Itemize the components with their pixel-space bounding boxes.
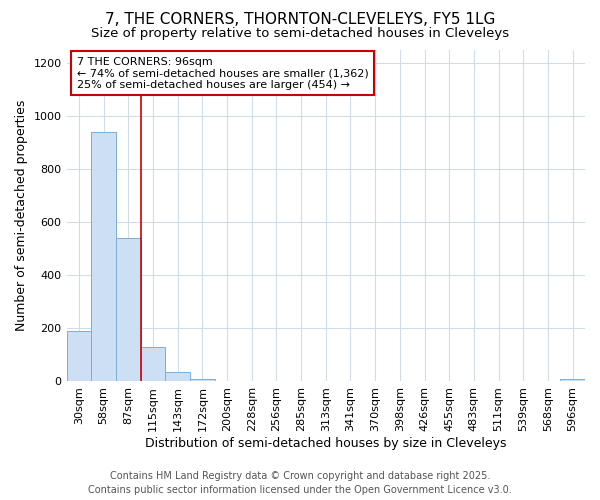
Text: 7 THE CORNERS: 96sqm
← 74% of semi-detached houses are smaller (1,362)
25% of se: 7 THE CORNERS: 96sqm ← 74% of semi-detac… <box>77 56 368 90</box>
Bar <box>190 379 215 382</box>
Text: Contains HM Land Registry data © Crown copyright and database right 2025.
Contai: Contains HM Land Registry data © Crown c… <box>88 471 512 495</box>
X-axis label: Distribution of semi-detached houses by size in Cleveleys: Distribution of semi-detached houses by … <box>145 437 506 450</box>
Bar <box>67 331 91 382</box>
Bar <box>140 347 165 382</box>
Bar <box>91 132 116 382</box>
Text: Size of property relative to semi-detached houses in Cleveleys: Size of property relative to semi-detach… <box>91 28 509 40</box>
Bar <box>165 372 190 382</box>
Y-axis label: Number of semi-detached properties: Number of semi-detached properties <box>15 100 28 332</box>
Bar <box>116 238 140 382</box>
Text: 7, THE CORNERS, THORNTON-CLEVELEYS, FY5 1LG: 7, THE CORNERS, THORNTON-CLEVELEYS, FY5 … <box>105 12 495 28</box>
Bar <box>560 379 585 382</box>
